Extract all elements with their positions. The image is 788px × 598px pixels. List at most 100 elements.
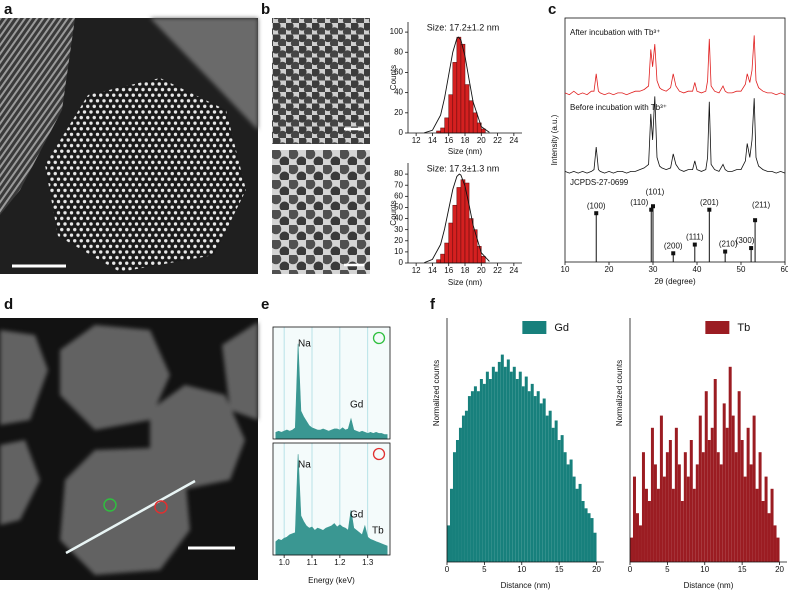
bar [560,435,564,562]
reference-index: (200) [664,241,683,250]
bar [460,43,466,134]
bar [530,383,534,562]
bar [444,242,449,264]
legend-label: Tb [737,322,750,334]
x-tick-label: 22 [493,136,502,145]
bar [587,513,591,562]
subplot-frame [272,442,391,556]
bar [692,488,696,562]
legend-swatch [705,321,730,334]
reference-index: (111) [686,233,704,242]
x-tick-label: 20 [605,265,614,274]
reference-index: (100) [587,201,606,210]
y-tick-label: 10 [394,247,403,256]
bar [758,452,762,562]
y-tick-label: 30 [394,225,403,234]
bar [444,117,449,134]
bar [689,440,693,562]
bar [468,218,474,264]
bar [680,501,684,562]
x-tick-label: 22 [493,266,502,275]
fit-curve [424,36,490,134]
bar [472,229,478,264]
bar [593,532,597,562]
bar [776,537,780,562]
reference-marker [723,249,728,254]
x-tick-label: 20 [477,136,486,145]
y-tick-label: 60 [394,191,403,200]
y-tick-label: 20 [394,236,403,245]
x-axis-label: Size (nm) [448,147,483,156]
bar [683,452,687,562]
y-tick-label: 100 [390,27,404,36]
bar [448,222,454,264]
x-axis-label: Distance (nm) [501,581,551,590]
legend-swatch [522,321,547,334]
bar [701,452,705,562]
bar [542,398,546,562]
x-tick-label: 24 [509,136,518,145]
bar [725,427,729,562]
reference-index: (211) [752,200,770,209]
bar [515,379,519,562]
bar [473,386,477,562]
y-tick-label: 0 [399,128,404,137]
bar [524,376,528,562]
y-axis-label: Normalized counts [432,360,441,426]
bar [668,440,672,562]
bar [695,464,699,562]
peak-label: Gd [350,400,363,411]
bar [488,379,492,562]
spectrum-area [275,454,388,556]
x-tick-label: 1.1 [306,558,318,567]
spectrum-area [275,343,388,440]
legend-label: Gd [554,322,569,334]
x-tick-label: 12 [412,266,421,275]
x-tick-label: 18 [461,266,470,275]
bar [752,415,756,562]
x-tick-label: 60 [781,265,788,274]
peak-label: Gd [350,510,363,521]
bar [728,366,732,562]
x-tick-label: 0 [628,565,633,574]
series-label: After incubation with Tb³⁺ [570,28,660,37]
bar [722,403,726,562]
bar [481,256,486,264]
bar [770,488,774,562]
bar [584,508,588,562]
bar [569,459,573,562]
bar [572,476,576,562]
x-axis-label: Distance (nm) [684,581,734,590]
bar [456,187,462,264]
bar [554,420,558,562]
x-tick-label: 20 [477,266,486,275]
bar [686,476,690,562]
bar [734,452,738,562]
bar [575,488,579,562]
panel-label: c [548,1,556,18]
bar [482,383,486,562]
x-tick-label: 50 [737,265,746,274]
y-axis-label: Counts [389,65,398,90]
bar [440,127,445,134]
subplot-frame [272,326,391,440]
bar [464,410,468,562]
y-axis-label: Intensity (a.u.) [550,114,559,165]
y-tick-label: 80 [394,47,403,56]
bar [470,391,474,562]
bar [468,100,474,134]
bar [773,525,777,562]
reference-marker [651,204,655,209]
x-tick-label: 16 [444,266,453,275]
bar [491,366,495,562]
bar [764,476,768,562]
y-tick-label: 80 [394,169,403,178]
panel-label: b [261,1,270,18]
bar [755,488,759,562]
peak-label: Na [298,339,311,350]
reference-marker [753,218,758,223]
reference-index: (201) [700,198,719,207]
peak-label: Na [298,460,311,471]
x-tick-label: 18 [461,136,470,145]
bar [458,427,462,562]
